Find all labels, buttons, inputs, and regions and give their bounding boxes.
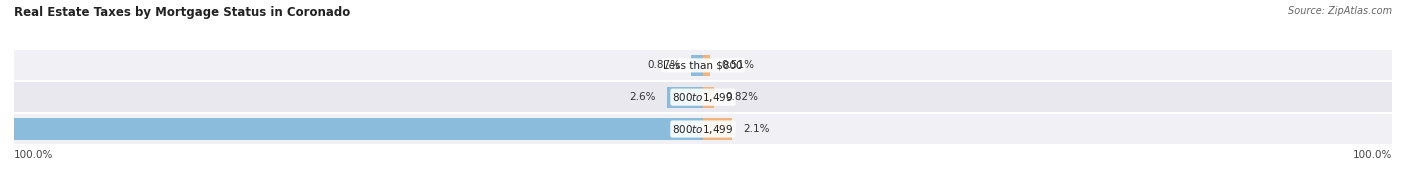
- Text: Less than $800: Less than $800: [664, 60, 742, 70]
- Text: Source: ZipAtlas.com: Source: ZipAtlas.com: [1288, 6, 1392, 16]
- Text: 100.0%: 100.0%: [14, 150, 53, 160]
- Bar: [0, 118, 703, 140]
- Legend: Without Mortgage, With Mortgage: Without Mortgage, With Mortgage: [588, 193, 818, 196]
- Bar: [703, 118, 733, 140]
- Text: 0.51%: 0.51%: [721, 60, 754, 70]
- Text: 2.6%: 2.6%: [630, 92, 657, 102]
- Text: 2.1%: 2.1%: [742, 124, 769, 134]
- Bar: [668, 87, 703, 108]
- Text: $800 to $1,499: $800 to $1,499: [672, 122, 734, 135]
- Text: Real Estate Taxes by Mortgage Status in Coronado: Real Estate Taxes by Mortgage Status in …: [14, 6, 350, 19]
- Bar: [703, 55, 710, 76]
- Text: 0.82%: 0.82%: [725, 92, 758, 102]
- Bar: [703, 87, 714, 108]
- Bar: [14, 114, 1392, 144]
- Text: 100.0%: 100.0%: [1353, 150, 1392, 160]
- Text: 0.87%: 0.87%: [647, 60, 681, 70]
- Text: $800 to $1,499: $800 to $1,499: [672, 91, 734, 104]
- Bar: [690, 55, 703, 76]
- Bar: [14, 82, 1392, 112]
- Bar: [14, 50, 1392, 80]
